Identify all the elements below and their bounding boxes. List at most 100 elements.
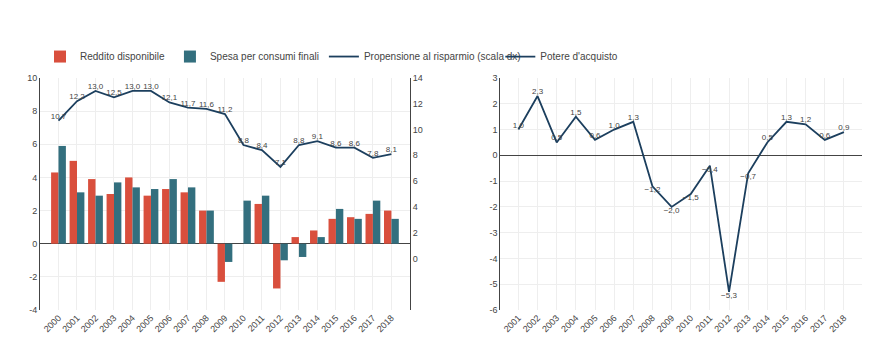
svg-text:8: 8	[32, 106, 37, 116]
svg-text:12,2: 12,2	[69, 92, 85, 101]
svg-text:2000: 2000	[42, 313, 63, 334]
svg-text:2017: 2017	[356, 313, 377, 334]
svg-text:Propensione al risparmio (scal: Propensione al risparmio (scala dx)	[364, 51, 521, 62]
svg-text:2014: 2014	[751, 313, 772, 334]
svg-text:11,7: 11,7	[180, 99, 196, 108]
svg-text:2003: 2003	[97, 313, 118, 334]
svg-text:1: 1	[493, 125, 498, 135]
svg-text:-2: -2	[29, 272, 37, 282]
svg-text:-2: -2	[490, 202, 498, 212]
svg-text:14: 14	[413, 73, 423, 83]
svg-text:2011: 2011	[694, 313, 715, 334]
svg-text:2008: 2008	[636, 313, 657, 334]
svg-text:Spesa per consumi finali: Spesa per consumi finali	[210, 51, 319, 62]
svg-text:2009: 2009	[208, 313, 229, 334]
svg-text:10,7: 10,7	[51, 112, 67, 121]
svg-text:2017: 2017	[808, 313, 829, 334]
svg-text:1,0: 1,0	[609, 121, 621, 130]
svg-text:2013: 2013	[732, 313, 753, 334]
svg-text:2001: 2001	[502, 313, 523, 334]
svg-text:2: 2	[32, 206, 37, 216]
svg-text:8,8: 8,8	[293, 136, 305, 145]
svg-text:11,6: 11,6	[199, 100, 215, 109]
svg-text:13,0: 13,0	[88, 82, 104, 91]
svg-text:2005: 2005	[578, 313, 599, 334]
svg-text:2016: 2016	[789, 313, 810, 334]
svg-text:3: 3	[493, 73, 498, 83]
svg-text:8,1: 8,1	[386, 145, 398, 154]
svg-text:-1: -1	[490, 176, 498, 186]
svg-text:2: 2	[493, 99, 498, 109]
svg-text:1,3: 1,3	[781, 113, 793, 122]
svg-text:2007: 2007	[171, 313, 192, 334]
svg-text:0: 0	[493, 150, 498, 160]
svg-text:0,5: 0,5	[551, 133, 563, 142]
svg-text:10: 10	[27, 73, 37, 83]
svg-text:2012: 2012	[712, 313, 733, 334]
svg-text:−1,5: −1,5	[683, 193, 699, 202]
svg-text:2015: 2015	[770, 313, 791, 334]
svg-text:10: 10	[413, 125, 423, 135]
svg-text:-3: -3	[490, 228, 498, 238]
svg-text:4: 4	[413, 202, 418, 212]
svg-text:2015: 2015	[319, 313, 340, 334]
svg-text:8,6: 8,6	[349, 139, 361, 148]
svg-text:-4: -4	[29, 305, 37, 315]
svg-text:2012: 2012	[264, 313, 285, 334]
svg-text:8,4: 8,4	[256, 141, 268, 150]
svg-text:13,0: 13,0	[143, 82, 159, 91]
svg-text:2009: 2009	[655, 313, 676, 334]
svg-text:7,1: 7,1	[275, 158, 287, 167]
svg-text:−2,0: −2,0	[664, 206, 680, 215]
svg-text:13,0: 13,0	[125, 82, 141, 91]
svg-text:0,6: 0,6	[589, 131, 601, 140]
svg-text:11,2: 11,2	[217, 105, 233, 114]
svg-text:2006: 2006	[598, 313, 619, 334]
svg-text:6: 6	[413, 176, 418, 186]
svg-text:2010: 2010	[674, 313, 695, 334]
svg-text:1,5: 1,5	[570, 108, 582, 117]
svg-text:0,5: 0,5	[762, 133, 774, 142]
svg-text:2013: 2013	[282, 313, 303, 334]
svg-text:8,8: 8,8	[238, 136, 250, 145]
svg-text:12,5: 12,5	[106, 88, 122, 97]
svg-text:12,1: 12,1	[162, 93, 178, 102]
svg-text:−0,4: −0,4	[702, 165, 718, 174]
svg-text:8: 8	[413, 150, 418, 160]
svg-text:2002: 2002	[79, 313, 100, 334]
svg-text:2014: 2014	[301, 313, 322, 334]
svg-text:2018: 2018	[375, 313, 396, 334]
svg-text:-4: -4	[490, 254, 498, 264]
svg-text:2008: 2008	[190, 313, 211, 334]
svg-text:2: 2	[413, 228, 418, 238]
svg-text:Reddito disponibile: Reddito disponibile	[80, 51, 165, 62]
svg-text:−1,2: −1,2	[645, 185, 661, 194]
svg-text:−0,7: −0,7	[740, 172, 756, 181]
svg-text:-6: -6	[490, 305, 498, 315]
svg-text:1,3: 1,3	[628, 113, 640, 122]
svg-text:0,6: 0,6	[819, 131, 831, 140]
svg-text:2006: 2006	[153, 313, 174, 334]
svg-text:2005: 2005	[134, 313, 155, 334]
svg-text:2007: 2007	[617, 313, 638, 334]
svg-text:2003: 2003	[540, 313, 561, 334]
svg-text:−5,3: −5,3	[721, 291, 737, 300]
svg-text:2001: 2001	[60, 313, 81, 334]
svg-text:2018: 2018	[827, 313, 848, 334]
svg-text:0: 0	[413, 254, 418, 264]
svg-text:2,3: 2,3	[532, 87, 544, 96]
svg-text:-5: -5	[490, 279, 498, 289]
svg-text:2002: 2002	[521, 313, 542, 334]
svg-text:2004: 2004	[116, 313, 137, 334]
svg-text:9,1: 9,1	[312, 132, 324, 141]
svg-text:4: 4	[32, 173, 37, 183]
svg-text:2011: 2011	[246, 313, 267, 334]
svg-text:8,6: 8,6	[330, 139, 342, 148]
svg-text:0,9: 0,9	[838, 123, 850, 132]
svg-text:7,8: 7,8	[367, 149, 379, 158]
svg-text:2010: 2010	[227, 313, 248, 334]
svg-text:1,0: 1,0	[513, 121, 525, 130]
svg-text:0: 0	[32, 239, 37, 249]
svg-text:2016: 2016	[338, 313, 359, 334]
svg-text:2004: 2004	[559, 313, 580, 334]
